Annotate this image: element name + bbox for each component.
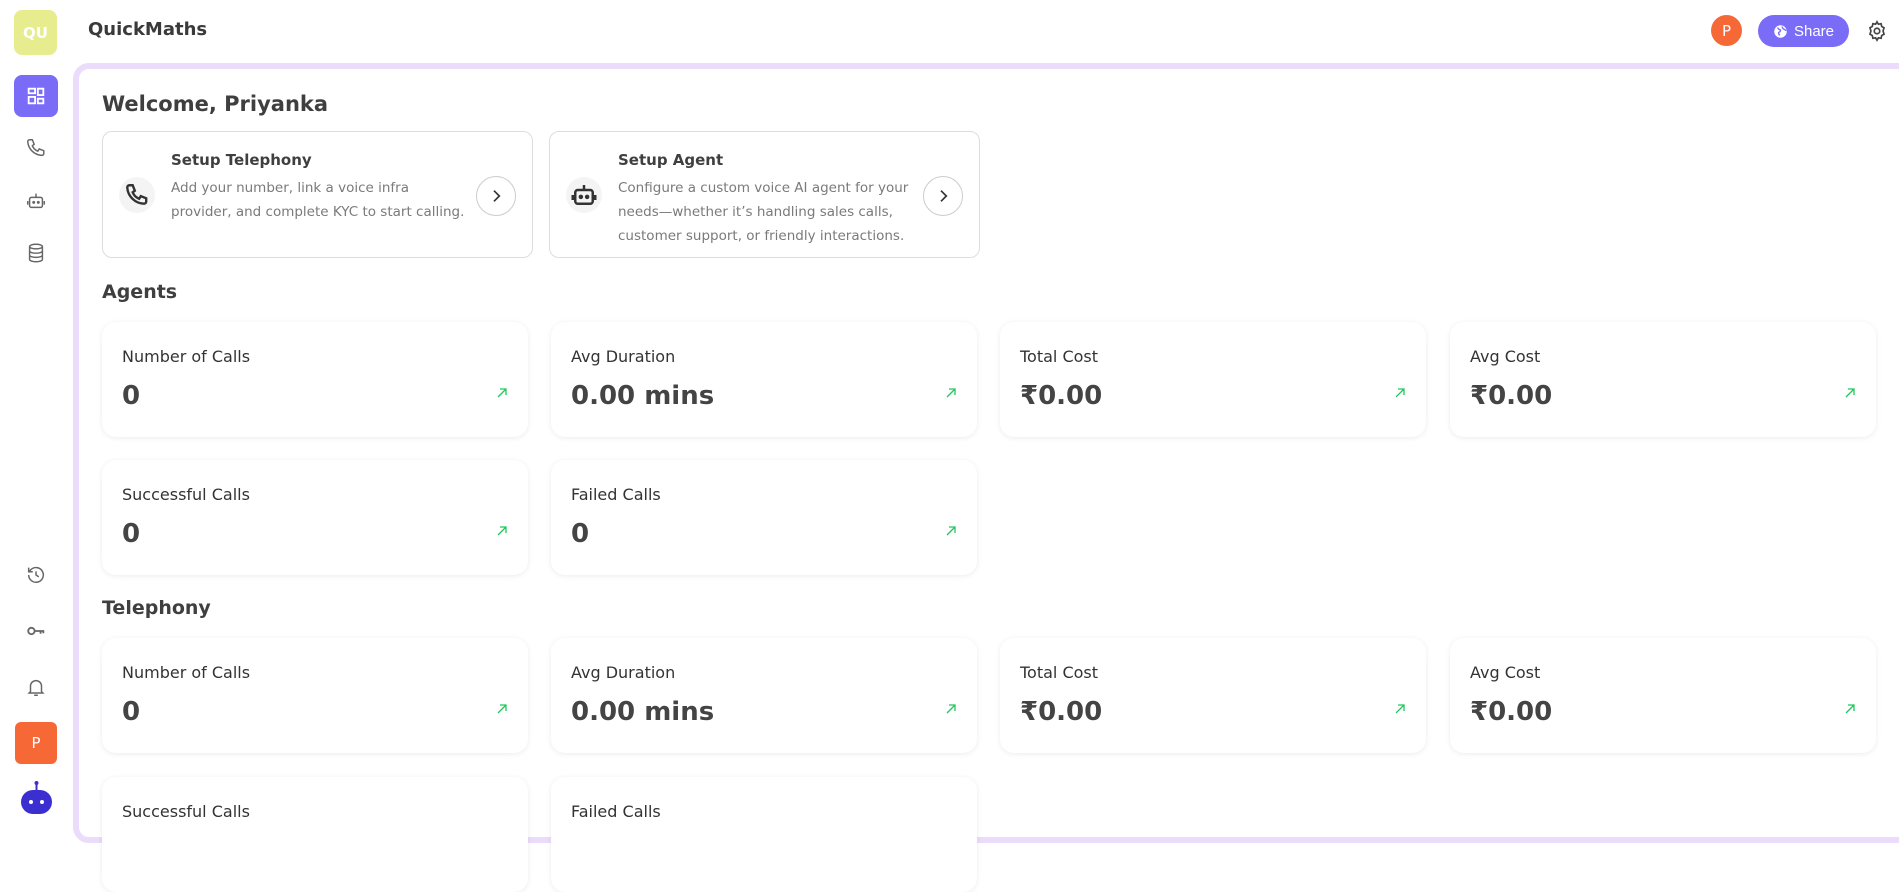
phone-icon (126, 184, 148, 205)
settings-gear-icon[interactable] (1866, 20, 1888, 42)
stat-value: 0.00 mins (571, 697, 715, 727)
share-label: Share (1793, 22, 1835, 40)
setup-description: Add your number, link a voice infra prov… (171, 180, 465, 220)
stat-value: 0.00 mins (571, 381, 715, 411)
stat-value: ₹0.00 (1020, 697, 1103, 727)
stat-card[interactable]: Number of Calls 0 (102, 322, 528, 437)
robot-icon (571, 185, 597, 205)
stat-value: ₹0.00 (1470, 697, 1553, 727)
sidebar-item-notifications[interactable] (14, 666, 58, 708)
stat-label: Number of Calls (122, 663, 251, 682)
stat-card[interactable]: Number of Calls 0 (102, 638, 528, 753)
setup-agent-go-button[interactable] (923, 176, 963, 216)
setup-agent-card[interactable]: Setup Agent Configure a custom voice AI … (549, 131, 980, 258)
stat-card[interactable]: Successful Calls (102, 777, 528, 892)
sidebar-item-dashboard[interactable] (14, 75, 58, 117)
trend-up-arrow-icon (497, 704, 507, 714)
setup-telephony-go-button[interactable] (476, 176, 516, 216)
stat-card[interactable]: Failed Calls 0 (551, 460, 977, 575)
trend-up-arrow-icon (497, 388, 507, 398)
trend-up-arrow-icon (946, 388, 956, 398)
stat-value: 0 (122, 697, 141, 727)
user-avatar-header[interactable]: P (1711, 15, 1742, 46)
stat-label: Failed Calls (571, 485, 661, 504)
setup-title: Setup Agent (618, 151, 724, 169)
stat-card[interactable]: Avg Cost ₹0.00 (1450, 638, 1876, 753)
section-heading-agents: Agents (102, 281, 178, 303)
setup-telephony-card[interactable]: Setup Telephony Add your number, link a … (102, 131, 533, 258)
dashboard-icon (27, 87, 45, 105)
share-button[interactable]: Share (1758, 15, 1849, 47)
trend-up-arrow-icon (946, 704, 956, 714)
trend-up-arrow-icon (946, 526, 956, 536)
bell-icon (27, 679, 45, 696)
sidebar-item-agents[interactable] (14, 180, 58, 222)
stat-card[interactable]: Total Cost ₹0.00 (1000, 322, 1426, 437)
stat-label: Avg Cost (1470, 663, 1541, 682)
trend-up-arrow-icon (1395, 388, 1405, 398)
stat-value: 0 (122, 381, 141, 411)
sidebar-item-api-keys[interactable] (14, 610, 58, 652)
section-heading-telephony: Telephony (102, 597, 211, 619)
chevron-right-icon (493, 190, 501, 202)
stat-label: Avg Duration (571, 347, 676, 366)
workspace-badge[interactable]: QU (14, 10, 57, 55)
stat-label: Successful Calls (122, 802, 250, 821)
stat-card[interactable]: Successful Calls 0 (102, 460, 528, 575)
phone-icon (27, 139, 45, 157)
app-title: QuickMaths (88, 19, 208, 40)
robot-icon (27, 193, 45, 209)
database-icon (28, 243, 44, 263)
trend-up-arrow-icon (497, 526, 507, 536)
globe-icon (1774, 24, 1787, 38)
setup-description: Configure a custom voice AI agent for yo… (618, 180, 909, 244)
stat-card[interactable]: Failed Calls (551, 777, 977, 892)
trend-up-arrow-icon (1845, 704, 1855, 714)
sidebar: QU P (0, 0, 73, 818)
stat-value: ₹0.00 (1020, 381, 1103, 411)
setup-title: Setup Telephony (171, 151, 312, 169)
user-avatar[interactable]: P (15, 722, 57, 764)
welcome-heading: Welcome, Priyanka (102, 92, 329, 116)
trend-up-arrow-icon (1395, 704, 1405, 714)
stat-value: 0 (122, 519, 141, 549)
stat-label: Failed Calls (571, 802, 661, 821)
stat-label: Avg Cost (1470, 347, 1541, 366)
stat-label: Number of Calls (122, 347, 251, 366)
sidebar-item-knowledge-base[interactable] (14, 232, 58, 274)
chevron-right-icon (940, 190, 948, 202)
stat-label: Avg Duration (571, 663, 676, 682)
key-icon (27, 626, 45, 636)
stat-value: 0 (571, 519, 590, 549)
stat-card[interactable]: Avg Duration 0.00 mins (551, 322, 977, 437)
stat-card[interactable]: Avg Duration 0.00 mins (551, 638, 977, 753)
bot-logo-icon[interactable] (19, 780, 54, 816)
stat-label: Total Cost (1020, 347, 1099, 366)
sidebar-item-telephony[interactable] (14, 127, 58, 169)
stat-value: ₹0.00 (1470, 381, 1553, 411)
sidebar-item-history[interactable] (14, 554, 58, 596)
history-icon (27, 566, 45, 583)
stat-label: Successful Calls (122, 485, 250, 504)
trend-up-arrow-icon (1845, 388, 1855, 398)
stat-card[interactable]: Avg Cost ₹0.00 (1450, 322, 1876, 437)
stat-label: Total Cost (1020, 663, 1099, 682)
stat-card[interactable]: Total Cost ₹0.00 (1000, 638, 1426, 753)
